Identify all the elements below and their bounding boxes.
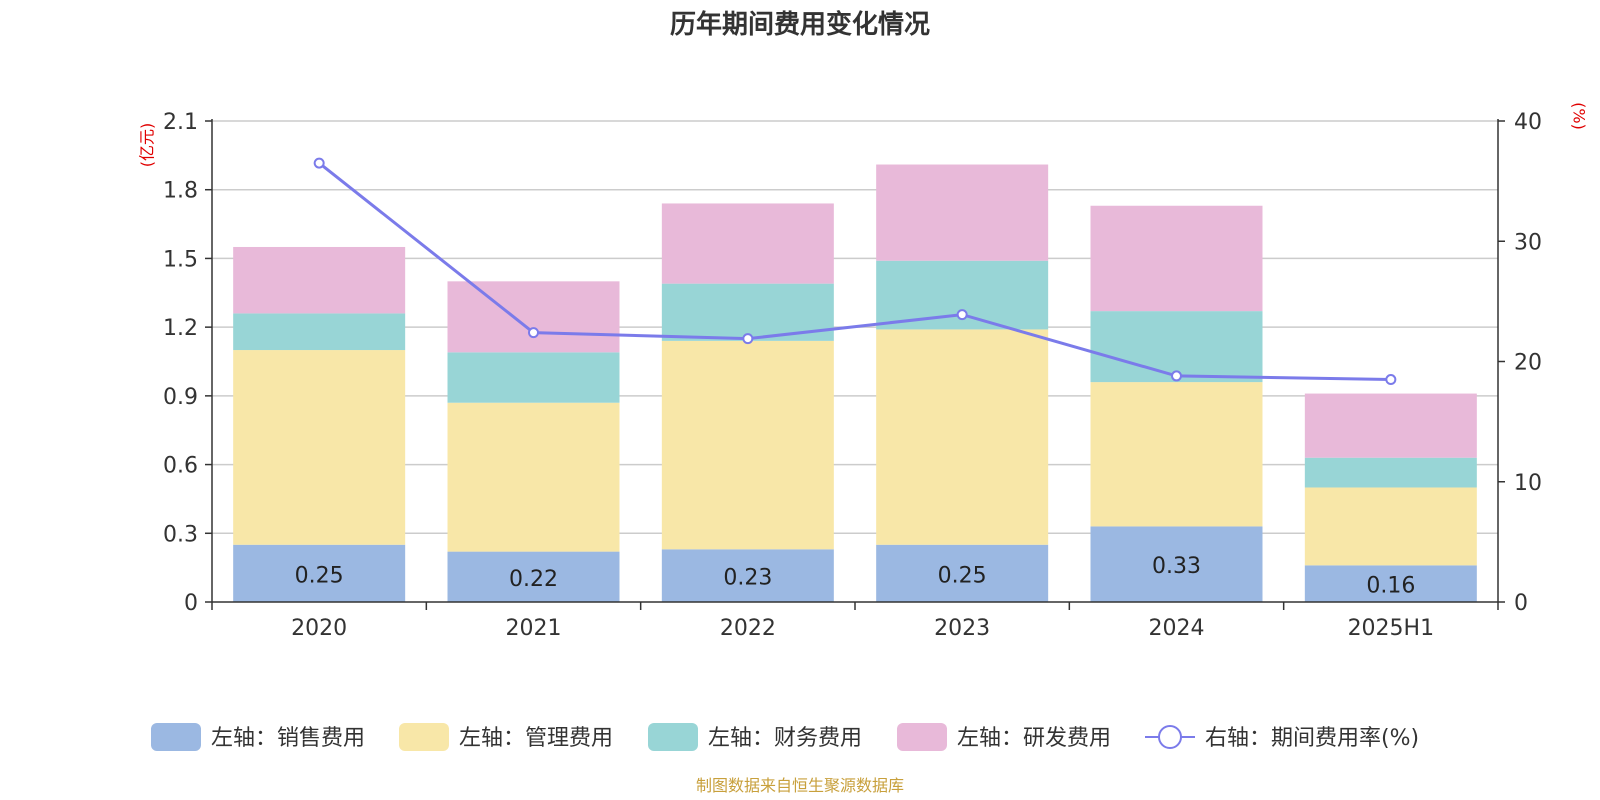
right-axis-tick-label: 0 [1514,591,1528,616]
bars: 0.25 0.22 0.23 0.25 0.33 0.16 [233,164,1477,602]
legend-swatch [151,723,201,751]
bar-segment [661,340,834,550]
bar-segment [447,281,620,353]
grid-lines [212,120,1498,535]
bar-segment [876,329,1049,545]
legend-swatch-point [1158,725,1182,749]
legend-item-label: 左轴：财务费用 [708,726,862,751]
bar-segment [447,551,620,602]
rate-line [313,157,1397,386]
x-axis-tick-label: 2024 [1149,616,1205,641]
rate-line-path [318,161,1391,382]
bar-segment [233,313,406,351]
right-axis-tick-label: 40 [1514,110,1542,135]
axes: 0 0.3 0.6 0.9 1.2 1.5 1.8 2.1 0 10 20 30 40 2020 2021 2… [163,110,1542,641]
bar-segment [1090,311,1263,383]
right-axis-tick-label: 30 [1514,230,1542,255]
rate-line-point [313,157,325,169]
legend-item-label: 左轴：管理费用 [459,726,613,751]
x-axis-tick-label: 2020 [291,616,347,641]
x-axis-tick-label: 2025H1 [1348,616,1435,641]
x-axis-tick-label: 2021 [506,616,562,641]
right-axis-unit: (%) [1570,102,1589,130]
bar-data-label: 0.33 [1152,554,1201,579]
bar-data-label: 0.23 [723,566,772,591]
rate-line-point [1171,370,1182,382]
bar-data-label: 0.25 [295,563,344,588]
left-axis-tick-label: 0.6 [163,454,198,479]
bar-segment [233,544,406,602]
left-axis-tick-label: 0.3 [163,522,198,547]
bar-segment [661,203,834,284]
legend-item-label: 左轴：销售费用 [211,726,365,751]
right-axis-tick-label: 20 [1514,351,1542,376]
left-axis-tick-label: 0 [184,591,198,616]
rate-line-point [528,327,539,339]
x-axis-tick-label: 2022 [720,616,776,641]
left-axis-tick-label: 1.2 [163,316,198,341]
bar-data-label: 0.22 [509,567,558,592]
rate-line-point [956,309,968,321]
bar-segment [233,350,406,545]
bar-segment [1090,526,1263,602]
bar-segment [876,544,1049,602]
bar-segment [447,402,620,552]
rate-line-point [742,333,754,345]
bar-segment [447,352,620,403]
legend-swatch [897,723,947,751]
bar-segment [233,246,406,314]
left-axis-unit: (亿元) [138,123,157,168]
bar-segment [1090,382,1263,527]
x-axis-tick-label: 2023 [934,616,990,641]
bar-segment [876,164,1049,261]
bar-data-label: 0.16 [1366,574,1415,599]
bar-segment [661,549,834,602]
right-axis-tick-label: 10 [1514,471,1542,496]
bar-data-label: 0.25 [938,563,987,588]
left-axis-tick-label: 2.1 [163,110,198,135]
source-note: 制图数据来自恒生聚源数据库 [696,776,904,795]
rate-line-point [1385,374,1397,386]
left-axis-tick-label: 0.9 [163,385,198,410]
bar-segment [1090,205,1263,312]
bar-segment [1304,565,1477,602]
legend-item-label: 左轴：研发费用 [957,726,1111,751]
legend-item-label: 右轴：期间费用率(%) [1205,726,1419,751]
bar-segment [1304,393,1477,458]
legend-swatch [648,723,698,751]
left-axis-tick-label: 1.5 [163,247,198,272]
legend-swatch [399,723,449,751]
bar-segment [1304,457,1477,488]
bar-segment [1304,487,1477,566]
left-axis-tick-label: 1.8 [163,179,198,204]
legend: 左轴：销售费用 左轴：管理费用 左轴：财务费用 左轴：研发费用 右轴：期间费用率(%) [151,723,1419,751]
chart-title: 历年期间费用变化情况 [670,9,930,40]
